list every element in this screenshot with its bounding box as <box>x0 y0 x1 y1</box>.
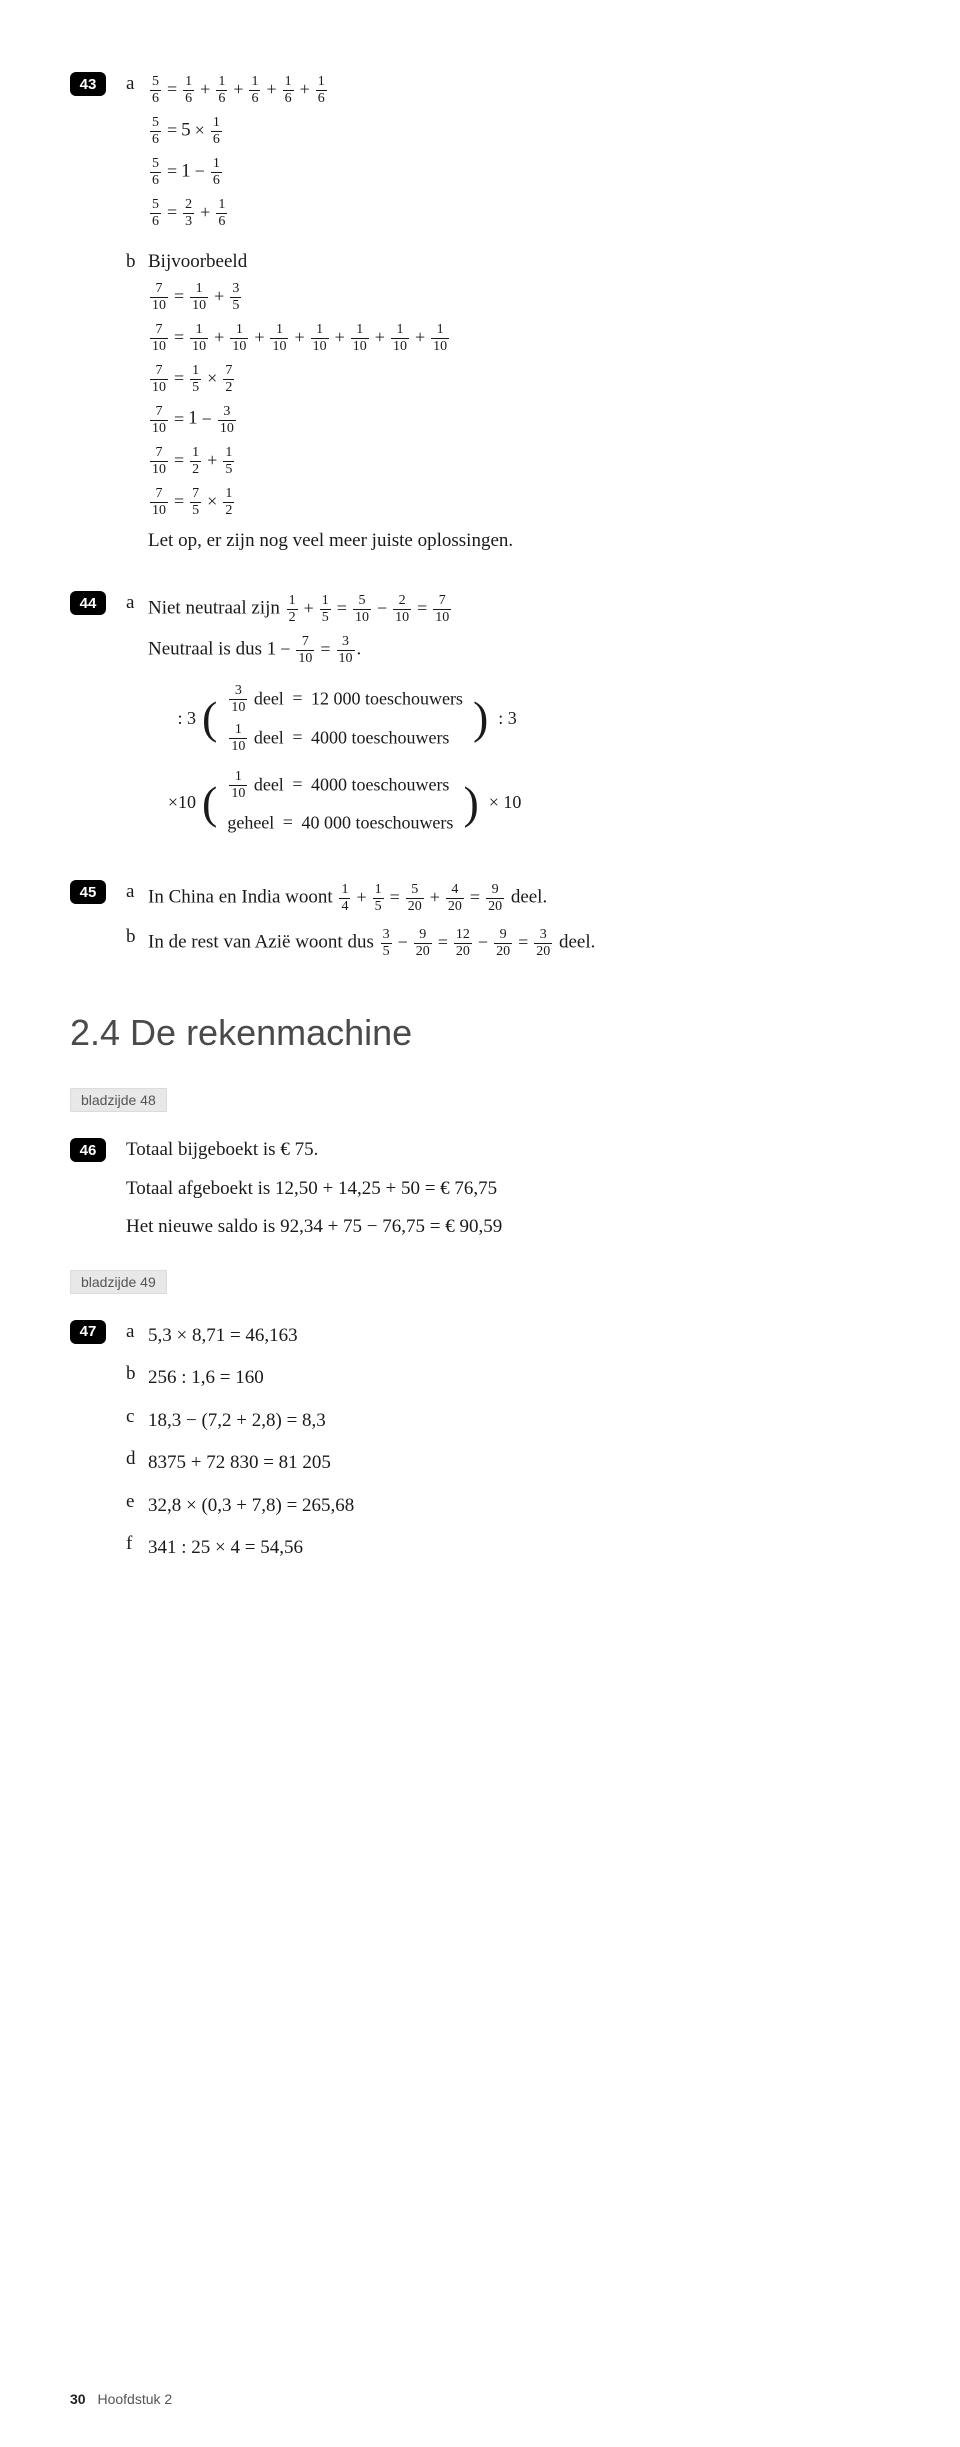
ex45-b-letter: b <box>126 923 148 952</box>
ex45-a: In China en India woont 14+15=520+420=92… <box>148 882 890 913</box>
ex44-line2-prefix: Neutraal is dus <box>148 638 267 659</box>
ex43-b-body: Bijvoorbeeld 710=110+35710=110+110+110+1… <box>148 248 890 565</box>
page-footer: 30 Hoofdstuk 2 <box>70 2391 172 2407</box>
footer-chapter: Hoofdstuk 2 <box>97 2391 172 2407</box>
ex44-left-top: : 3 <box>148 679 202 757</box>
ex44-line1-tokens: 12+15=510−210=710 <box>285 597 454 618</box>
ex44-bracket-top: : 3 ( 310 deel = 12 000 toeschouwers 110… <box>148 679 890 757</box>
ex45-b: In de rest van Azië woont dus 35−920=122… <box>148 927 890 958</box>
ex44-line1-prefix: Niet neutraal zijn <box>148 597 285 618</box>
badge-47: 47 <box>70 1320 106 1344</box>
ex44-line1: Niet neutraal zijn 12+15=510−210=710 <box>148 593 890 624</box>
ex44-bracket-bottom: ×10 ( 110 deel = 4000 toeschouwers gehee… <box>148 765 890 840</box>
ex43-a-letter: a <box>126 70 148 99</box>
badge-46: 46 <box>70 1138 106 1162</box>
ex45-a-prefix: In China en India woont <box>148 887 337 908</box>
close-paren-icon: ) <box>463 780 478 826</box>
exercise-45: 45 a In China en India woont 14+15=520+4… <box>70 878 890 968</box>
ex46-body: Totaal bijgeboekt is € 75.Totaal afgeboe… <box>126 1136 890 1242</box>
ex44-line2: Neutraal is dus 1−710=310. <box>148 634 890 665</box>
exercise-44: 44 a Niet neutraal zijn 12+15=510−210=71… <box>70 589 890 854</box>
ex44-a-letter: a <box>126 589 148 618</box>
ex43-b-lines: 710=110+35710=110+110+110+110+110+110+11… <box>148 281 890 517</box>
ex43-a-body: 56=16+16+16+16+1656=5×1656=1−1656=23+16 <box>148 70 890 238</box>
badge-45: 45 <box>70 880 106 904</box>
ex44-left-bottom: ×10 <box>148 765 202 840</box>
exercise-47: 47 a5,3 × 8,71 = 46,163b256 : 1,6 = 160c… <box>70 1318 890 1573</box>
badge-44: 44 <box>70 591 106 615</box>
open-paren-icon: ( <box>202 695 217 741</box>
ex44-line2-tokens: 1−710=310. <box>267 638 362 659</box>
exercise-46: 46 Totaal bijgeboekt is € 75.Totaal afge… <box>70 1136 890 1242</box>
ex44-inner-top: 310 deel = 12 000 toeschouwers <box>227 683 463 714</box>
ex45-a-letter: a <box>126 878 148 907</box>
ex44-inner-mid2: 110 deel = 4000 toeschouwers <box>227 769 453 800</box>
section-heading: 2.4 De rekenmachine <box>70 1012 890 1054</box>
open-paren-icon: ( <box>202 780 217 826</box>
ex45-b-prefix: In de rest van Azië woont dus <box>148 932 379 953</box>
page-chip-49: bladzijde 49 <box>70 1270 167 1294</box>
ex44-right-bottom: × 10 <box>479 765 537 840</box>
ex47-body: a5,3 × 8,71 = 46,163b256 : 1,6 = 160c18,… <box>126 1318 890 1573</box>
ex44-inner-bot: geheel = 40 000 toeschouwers <box>227 808 453 836</box>
close-paren-icon: ) <box>473 695 488 741</box>
ex44-right-top: : 3 <box>488 679 546 757</box>
exercise-43: 43 a 56=16+16+16+16+1656=5×1656=1−1656=2… <box>70 70 890 565</box>
page-chip-48: bladzijde 48 <box>70 1088 167 1112</box>
ex44-inner-mid: 110 deel = 4000 toeschouwers <box>227 722 463 753</box>
ex43-b-letter: b <box>126 248 148 277</box>
ex45-b-tokens: 35−920=1220−920=320 deel. <box>379 931 596 952</box>
ex43-tail: Let op, er zijn nog veel meer juiste opl… <box>148 527 890 556</box>
page: 43 a 56=16+16+16+16+1656=5×1656=1−1656=2… <box>0 0 960 2447</box>
footer-page-number: 30 <box>70 2391 86 2407</box>
ex43-b-label: Bijvoorbeeld <box>148 248 890 277</box>
badge-43: 43 <box>70 72 106 96</box>
ex45-a-tokens: 14+15=520+420=920 deel. <box>337 886 547 907</box>
